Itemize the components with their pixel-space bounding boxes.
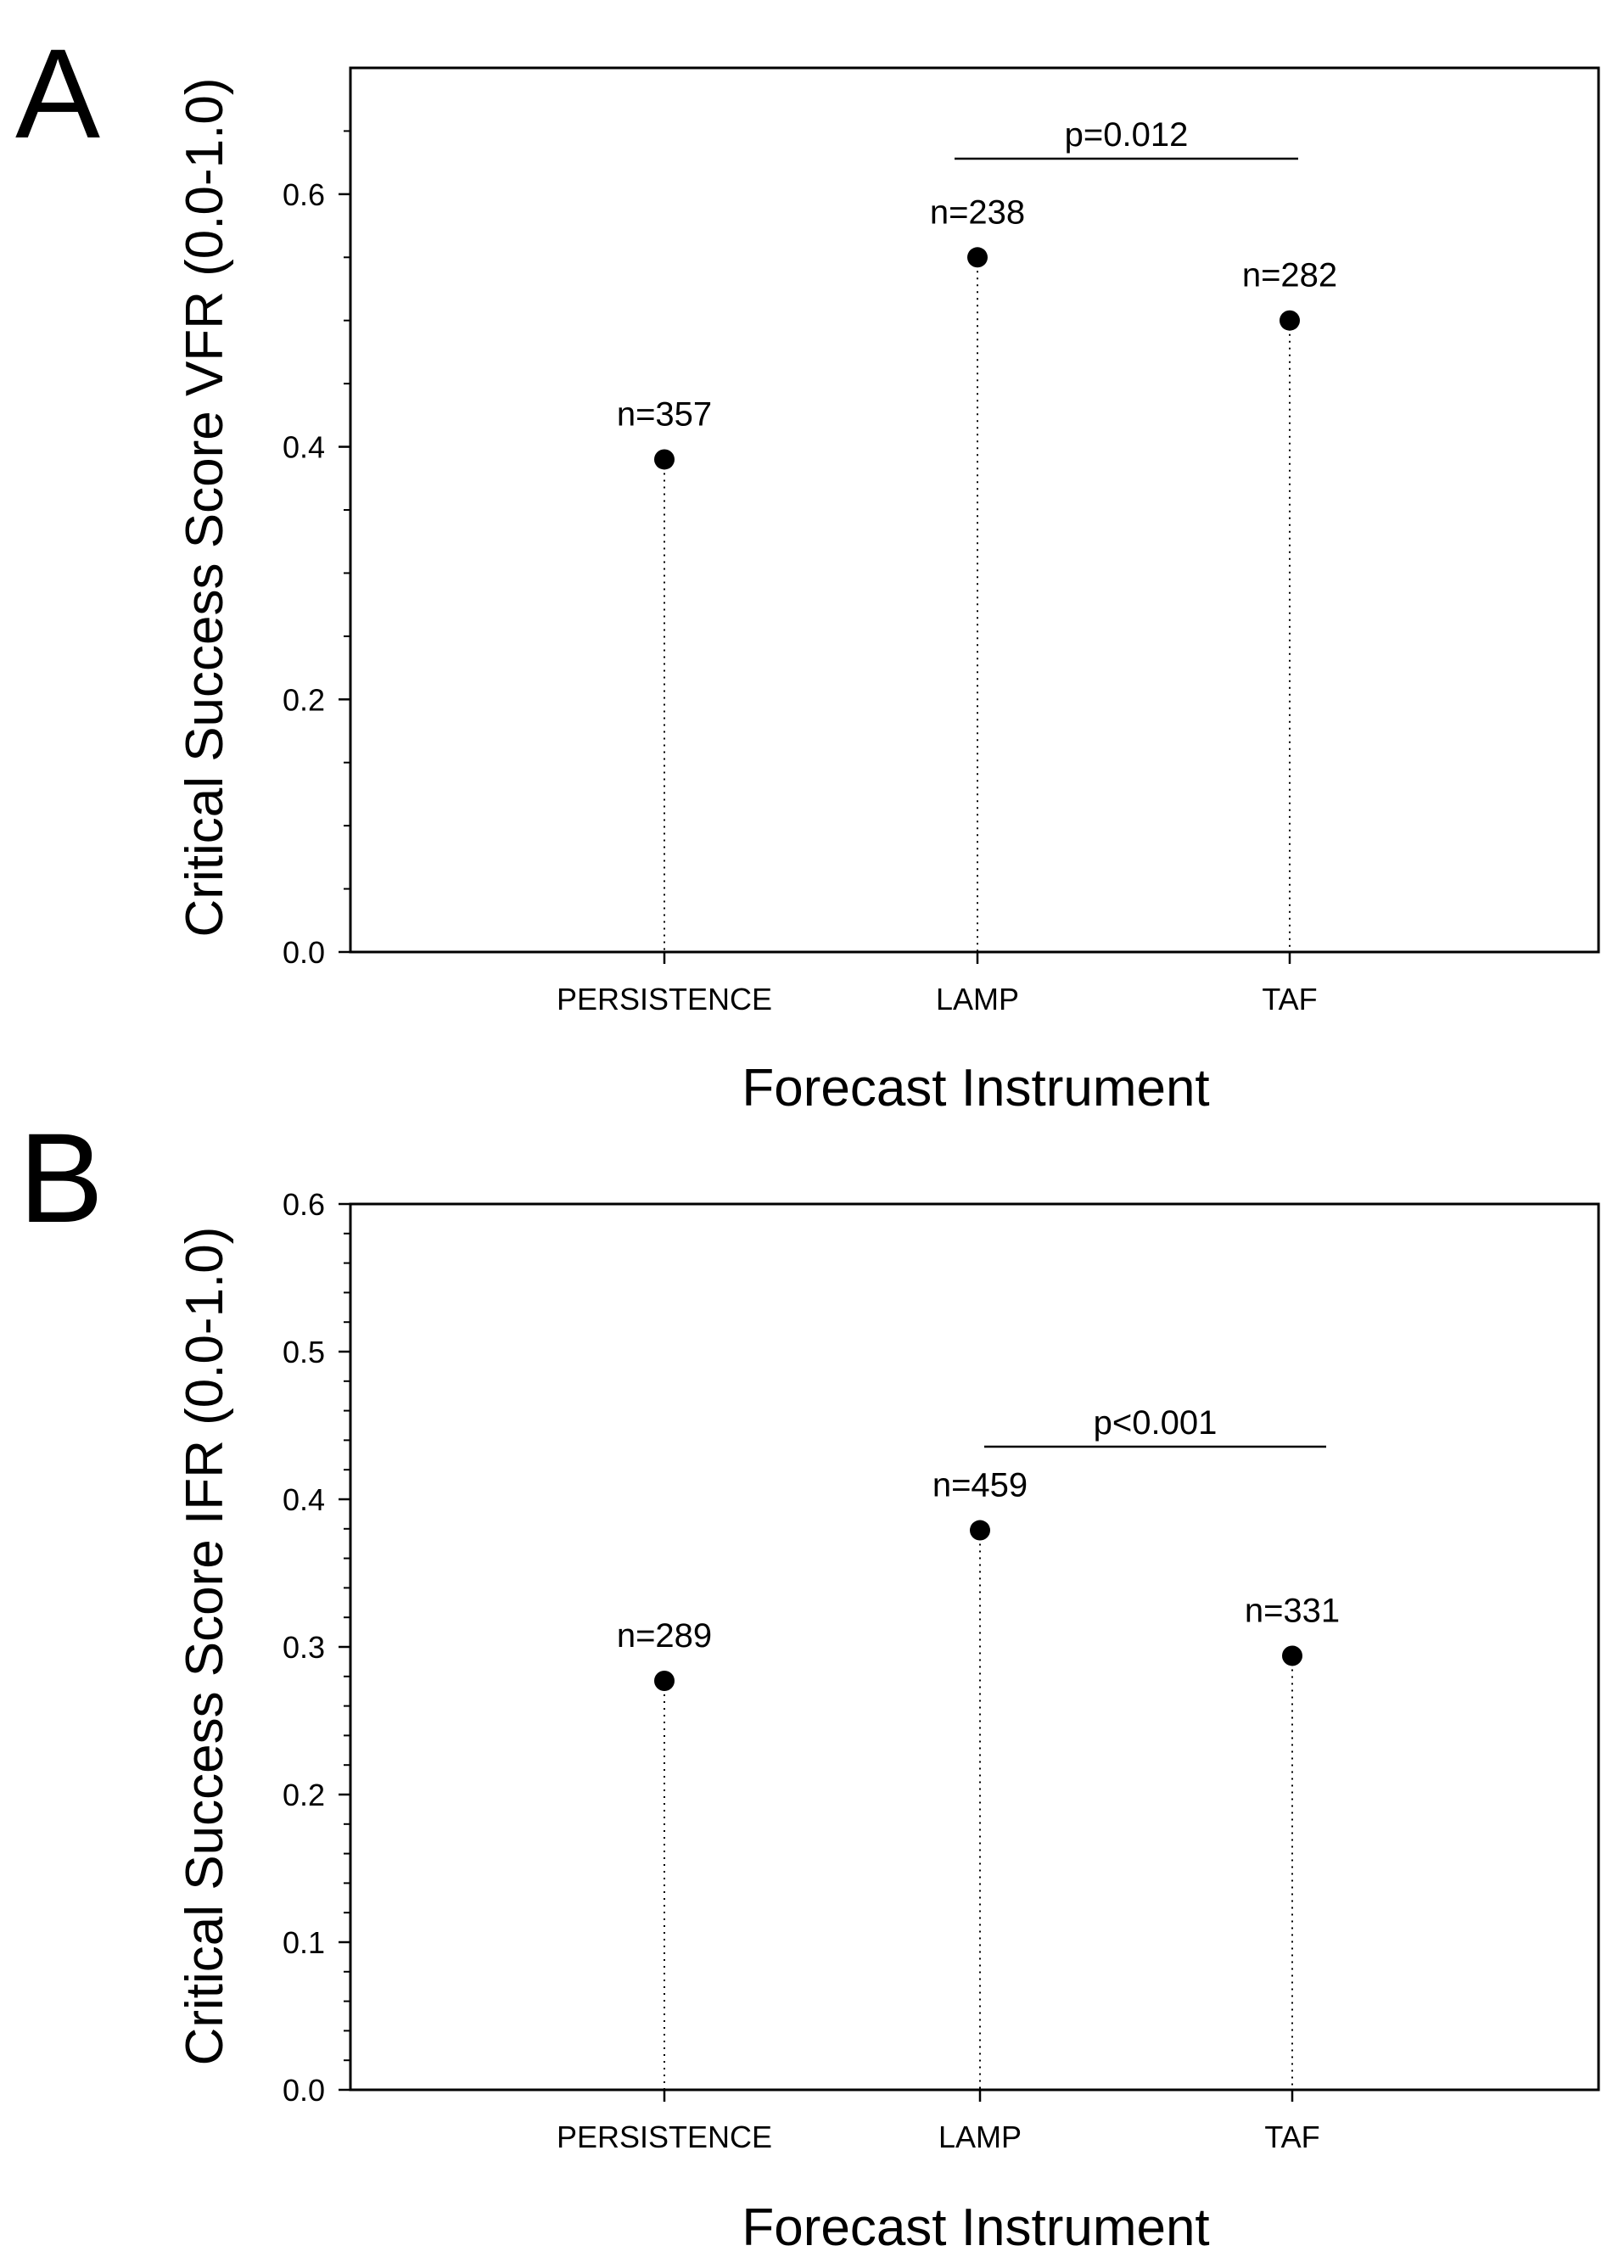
panel-b-points xyxy=(654,1520,1302,1692)
data-point-persistence xyxy=(654,1671,675,1692)
y-tick-label: 0.0 xyxy=(283,2073,325,2108)
panel-a-stems xyxy=(664,257,1291,952)
x-tick-label-lamp: LAMP xyxy=(938,2120,1022,2154)
panel-b-significance-label: p<0.001 xyxy=(1094,1404,1218,1442)
y-tick-label: 0.6 xyxy=(283,1187,325,1222)
panel-a-x-axis: PERSISTENCE LAMP TAF xyxy=(557,952,1318,1016)
y-tick-label: 0.3 xyxy=(283,1630,325,1665)
data-point-lamp xyxy=(967,247,988,268)
panel-a-n-labels: n=357 n=238 n=282 xyxy=(617,193,1337,433)
y-tick-label: 0.2 xyxy=(283,682,325,717)
panel-b: B 0.0 0.1 0.2 0.3 0.4 0.5 0.6 PERSISTENCE LAMP T… xyxy=(19,1106,1600,2257)
n-label-persistence: n=357 xyxy=(617,395,712,433)
n-label-lamp: n=238 xyxy=(930,193,1025,231)
panel-a-significance-label: p=0.012 xyxy=(1065,116,1189,154)
data-point-taf xyxy=(1282,1645,1302,1666)
y-tick-label: 0.4 xyxy=(283,1482,325,1517)
panel-letter-a: A xyxy=(15,22,100,165)
data-point-lamp xyxy=(970,1520,990,1541)
x-tick-label-taf: TAF xyxy=(1264,2120,1319,2154)
panel-b-x-axis: PERSISTENCE LAMP TAF xyxy=(557,2090,1320,2154)
n-label-taf: n=331 xyxy=(1245,1592,1340,1629)
panel-b-n-labels: n=289 n=459 n=331 xyxy=(617,1467,1340,1655)
data-point-taf xyxy=(1280,310,1300,331)
panel-b-y-axis: 0.0 0.1 0.2 0.3 0.4 0.5 0.6 xyxy=(283,1187,350,2108)
panel-b-x-axis-label: Forecast Instrument xyxy=(742,2198,1209,2257)
panel-a-x-axis-label: Forecast Instrument xyxy=(742,1059,1209,1117)
y-tick-label: 0.2 xyxy=(283,1778,325,1812)
y-tick-label: 0.4 xyxy=(283,430,325,465)
panel-b-stems xyxy=(664,1530,1293,2090)
y-tick-label: 0.6 xyxy=(283,177,325,212)
data-point-persistence xyxy=(654,449,675,470)
panel-a-points xyxy=(654,247,1300,470)
x-tick-label-persistence: PERSISTENCE xyxy=(557,982,772,1016)
panel-b-y-axis-label: Critical Success Score IFR (0.0-1.0) xyxy=(176,1227,234,2066)
panel-a-y-axis: 0.0 0.2 0.4 0.6 xyxy=(283,130,350,970)
n-label-persistence: n=289 xyxy=(617,1617,712,1655)
panel-letter-b: B xyxy=(19,1106,104,1249)
n-label-lamp: n=459 xyxy=(932,1467,1028,1504)
x-tick-label-taf: TAF xyxy=(1262,982,1317,1016)
panel-b-plot-frame xyxy=(349,1202,1600,2092)
panel-a-y-axis-label: Critical Success Score VFR (0.0-1.0) xyxy=(176,78,234,938)
panel-a: A 0.00.20.40.6 PERSISTENCE LAMP TAF n=357n… xyxy=(15,22,1600,1117)
x-tick-label-persistence: PERSISTENCE xyxy=(557,2120,772,2154)
x-tick-label-lamp: LAMP xyxy=(936,982,1019,1016)
y-tick-label: 0.1 xyxy=(283,1925,325,1960)
y-tick-label: 0.5 xyxy=(283,1335,325,1369)
n-label-taf: n=282 xyxy=(1242,257,1337,294)
y-tick-label: 0.0 xyxy=(283,935,325,970)
